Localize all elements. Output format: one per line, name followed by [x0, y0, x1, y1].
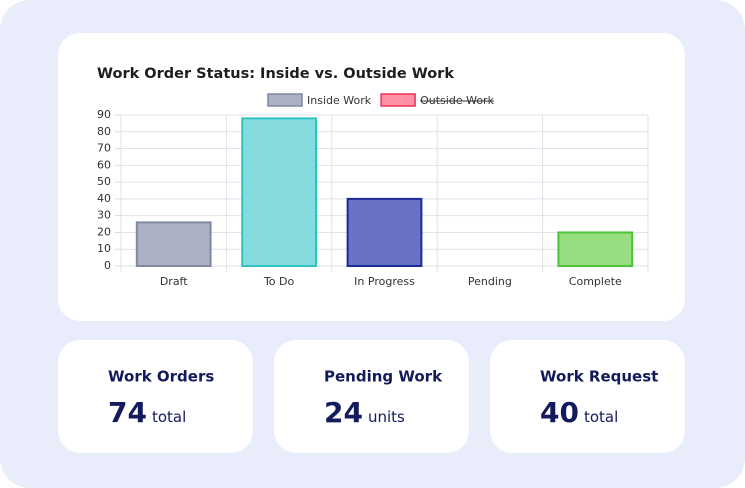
x-tick-label: To Do [263, 275, 295, 288]
stat-unit: units [368, 408, 405, 426]
y-tick-label: 20 [97, 225, 111, 238]
y-tick-label: 60 [97, 158, 111, 171]
stat-unit: total [152, 408, 186, 426]
stat-unit: total [584, 408, 618, 426]
stat-label: Pending Work [324, 368, 443, 386]
y-tick-label: 90 [97, 108, 111, 121]
chart-title: Work Order Status: Inside vs. Outside Wo… [97, 66, 454, 82]
x-tick-label: In Progress [354, 275, 415, 288]
legend-label: Inside Work [307, 94, 372, 107]
y-tick-label: 50 [97, 175, 111, 188]
stat-card [58, 340, 253, 453]
y-tick-label: 80 [97, 125, 111, 138]
stat-number: 74 [108, 396, 147, 429]
bar [241, 117, 317, 267]
bar [557, 231, 634, 267]
y-tick-label: 40 [97, 192, 111, 205]
legend-swatch [267, 93, 303, 107]
x-tick-label: Pending [468, 275, 512, 288]
legend-swatch [380, 93, 416, 107]
stat-card [274, 340, 469, 453]
y-tick-label: 30 [97, 209, 111, 222]
y-tick-label: 0 [104, 259, 111, 272]
stat-card [490, 340, 685, 453]
y-tick-label: 70 [97, 142, 111, 155]
bar [346, 197, 423, 267]
x-tick-label: Complete [569, 275, 622, 288]
stat-label: Work Orders [108, 368, 214, 386]
stat-number: 40 [540, 396, 579, 429]
stat-value: 74 total [108, 396, 186, 429]
stat-value: 24 units [324, 396, 405, 429]
y-tick-label: 10 [97, 242, 111, 255]
bar [135, 221, 212, 267]
stat-number: 24 [324, 396, 363, 429]
x-tick-label: Draft [160, 275, 188, 288]
stat-value: 40 total [540, 396, 618, 429]
stat-label: Work Request [540, 368, 658, 386]
